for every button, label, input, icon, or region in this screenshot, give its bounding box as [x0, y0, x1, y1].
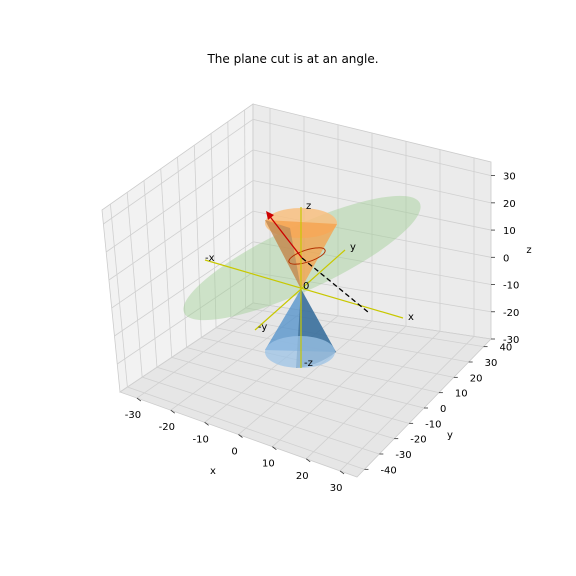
y-gridline-floor: [230, 317, 469, 363]
grid-lines: [103, 108, 492, 472]
z-gridline-left: [117, 272, 254, 365]
y-gridline-left: [126, 192, 143, 378]
y-gridline-floor: [171, 357, 410, 424]
y-gridline-floor: [201, 337, 439, 394]
normal-arrow: [267, 213, 303, 259]
x-tick-mark: [339, 470, 345, 475]
y-tick-label: -40: [380, 465, 396, 476]
z-tick-label: 30: [503, 172, 516, 183]
z-gridline-back: [252, 118, 492, 177]
coordinate-axes: [204, 207, 404, 368]
intersection-curve: [288, 247, 326, 265]
z-tick-label: 0: [503, 253, 509, 264]
y-gridline-left: [193, 145, 202, 338]
z-tick-label: 20: [503, 199, 516, 210]
z-tick-label: 10: [503, 226, 516, 237]
label-z-positive: z: [306, 201, 311, 212]
x-tick-mark: [136, 397, 142, 402]
y-tick-label: 10: [455, 389, 468, 400]
y-axis-line: [254, 249, 346, 331]
y-gridline-floor: [127, 386, 365, 470]
z-axis-label: z: [526, 245, 531, 256]
x-tick-label: 20: [296, 471, 309, 482]
y-gridline-floor: [186, 347, 425, 409]
label-x-negative: -x: [205, 253, 215, 264]
z-gridline-left: [103, 118, 254, 225]
label-z-negative: -z: [304, 358, 313, 369]
upper-cone-shade: [265, 220, 301, 289]
y-tick-label: 30: [485, 358, 498, 369]
y-gridline-left: [227, 121, 232, 318]
y-tick-label: 40: [500, 343, 513, 354]
z-gridline-left: [119, 302, 254, 393]
y-tick-label: -10: [425, 419, 441, 430]
x-tick-mark: [272, 446, 277, 450]
label-x-positive: x: [408, 312, 414, 323]
x-tick-mark: [170, 409, 176, 414]
lower-cone-base: [265, 336, 335, 368]
z-gridline-back: [252, 180, 492, 231]
x-axis-line: [204, 259, 404, 319]
y-gridline-floor: [245, 307, 484, 348]
x-axis-label: x: [210, 466, 216, 477]
z-gridline-left: [111, 210, 254, 309]
y-tick-label: -20: [410, 435, 426, 446]
x-tick-mark: [204, 422, 209, 426]
y-axis-label: y: [447, 430, 453, 441]
axis-ticks: -30-20-100102030-40-30-20-10010203040-30…: [125, 172, 520, 494]
y-gridline-left: [210, 133, 217, 328]
label-origin: 0: [303, 281, 309, 292]
z-gridline-back: [252, 271, 492, 313]
y-tick-label: -30: [395, 450, 411, 461]
y-gridline-floor: [156, 366, 395, 440]
label-y-positive: y: [350, 242, 356, 253]
y-gridline-left: [244, 109, 247, 308]
x-tick-label: -30: [125, 410, 141, 421]
z-gridline-back: [252, 149, 492, 204]
x-tick-mark: [238, 434, 243, 438]
dashed-guide: [301, 257, 369, 313]
y-gridline-floor: [142, 376, 380, 455]
y-gridline-left: [177, 156, 187, 348]
z-tick-label: -30: [503, 335, 519, 346]
y-gridline-left: [160, 168, 173, 358]
z-tick-label: -20: [503, 308, 519, 319]
x-tick-label: 0: [231, 447, 237, 458]
x-tick-label: 30: [330, 483, 343, 494]
z-gridline-left: [108, 180, 254, 281]
chart-title: The plane cut is at an angle.: [206, 52, 378, 66]
y-tick-label: 20: [470, 373, 483, 384]
label-y-negative: -y: [258, 322, 267, 333]
normal-arrowhead: [266, 211, 274, 220]
z-tick-label: -10: [503, 281, 519, 292]
x-tick-label: 10: [262, 459, 275, 470]
y-gridline-left: [143, 180, 158, 368]
x-tick-mark: [305, 458, 311, 463]
x-tick-label: -10: [192, 434, 208, 445]
y-tick-label: 0: [440, 404, 446, 415]
x-tick-label: -20: [159, 422, 175, 433]
z-gridline-left: [114, 241, 254, 337]
z-gridline-left: [105, 149, 254, 253]
y-gridline-left: [109, 204, 128, 388]
